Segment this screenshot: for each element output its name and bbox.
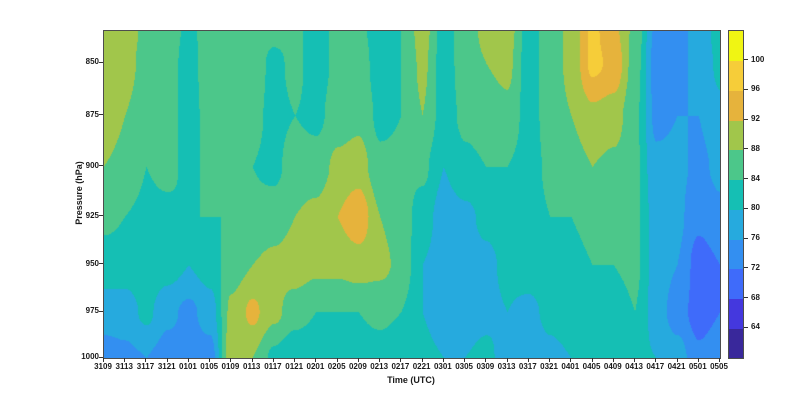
x-tick-label: 0309 <box>476 362 495 371</box>
x-axis-title: Time (UTC) <box>387 375 435 385</box>
contour-plot-canvas <box>104 31 720 358</box>
colorbar-tick-label: 72 <box>751 262 760 272</box>
x-tick-label: 0413 <box>625 362 643 371</box>
colorbar-segment <box>729 298 743 329</box>
colorbar-segment <box>729 149 743 181</box>
y-tick-label: 950 <box>85 258 99 268</box>
colorbar-tick-mark <box>744 267 748 269</box>
colorbar-segment <box>729 239 743 270</box>
x-tick-label: 0417 <box>646 362 665 371</box>
x-tick-label: 0101 <box>179 362 197 371</box>
colorbar-tick-mark <box>744 326 748 328</box>
x-tick-label: 3121 <box>157 362 176 371</box>
x-tick-label: 0501 <box>688 362 707 371</box>
x-tick-label: 0321 <box>540 362 558 371</box>
x-tick-label: 0421 <box>667 362 686 371</box>
x-tick-label: 0117 <box>264 362 282 371</box>
x-tick-label: 0409 <box>603 362 622 371</box>
y-tick-label: 875 <box>85 109 99 119</box>
y-axis-title-text: Pressure (hPa) <box>74 161 84 225</box>
plot-area <box>103 30 721 359</box>
colorbar-segment <box>729 209 743 240</box>
x-tick-label: 0505 <box>710 362 728 371</box>
x-tick-label: 0221 <box>412 362 431 371</box>
x-tick-label: 0109 <box>221 362 240 371</box>
colorbar-segment <box>729 120 743 151</box>
colorbar-segment <box>729 31 743 62</box>
colorbar-segment <box>729 60 743 91</box>
colorbar-segment <box>729 268 743 300</box>
x-tick-label: 0217 <box>391 362 410 371</box>
colorbar <box>728 30 744 359</box>
x-tick-label: 0313 <box>497 362 516 371</box>
colorbar-tick-mark <box>744 297 748 299</box>
colorbar-tick-mark <box>744 59 748 61</box>
x-tick-label: 3109 <box>94 362 112 371</box>
colorbar-tick-label: 76 <box>751 233 760 243</box>
x-tick-label: 0405 <box>582 362 601 371</box>
x-tick-label: 0317 <box>518 362 537 371</box>
colorbar-tick-label: 96 <box>751 84 760 94</box>
colorbar-tick-mark <box>744 88 748 90</box>
colorbar-tick-label: 68 <box>751 292 760 302</box>
colorbar-segment <box>729 90 743 121</box>
colorbar-tick-label: 84 <box>751 173 760 183</box>
x-tick-label: 0401 <box>561 362 580 371</box>
x-tick-label: 0305 <box>455 362 473 371</box>
y-tick-label: 850 <box>85 57 99 67</box>
colorbar-tick-mark <box>744 118 748 120</box>
colorbar-tick-mark <box>744 148 748 150</box>
x-tick-label: 3117 <box>136 362 155 371</box>
colorbar-segment <box>729 328 743 359</box>
x-tick-label: 3113 <box>115 362 133 371</box>
x-tick-label: 0201 <box>306 362 325 371</box>
y-tick-label: 1000 <box>81 352 99 361</box>
x-tick-label: 0301 <box>433 362 452 371</box>
x-tick-label: 0213 <box>370 362 389 371</box>
y-tick-label: 975 <box>85 306 99 316</box>
colorbar-tick-label: 100 <box>751 54 765 64</box>
colorbar-tick-label: 64 <box>751 322 760 332</box>
colorbar-tick-mark <box>744 237 748 239</box>
x-tick-label: 0205 <box>327 362 346 371</box>
x-tick-label: 0105 <box>200 362 219 371</box>
colorbar-tick-label: 88 <box>751 143 760 153</box>
x-tick-label: 0209 <box>348 362 367 371</box>
x-tick-label: 0121 <box>285 362 304 371</box>
colorbar-segment <box>729 179 743 210</box>
colorbar-tick-mark <box>744 178 748 180</box>
colorbar-tick-label: 92 <box>751 114 760 124</box>
colorbar-tick-mark <box>744 207 748 209</box>
colorbar-tick-label: 80 <box>751 203 760 213</box>
x-tick-label: 0113 <box>243 362 261 371</box>
